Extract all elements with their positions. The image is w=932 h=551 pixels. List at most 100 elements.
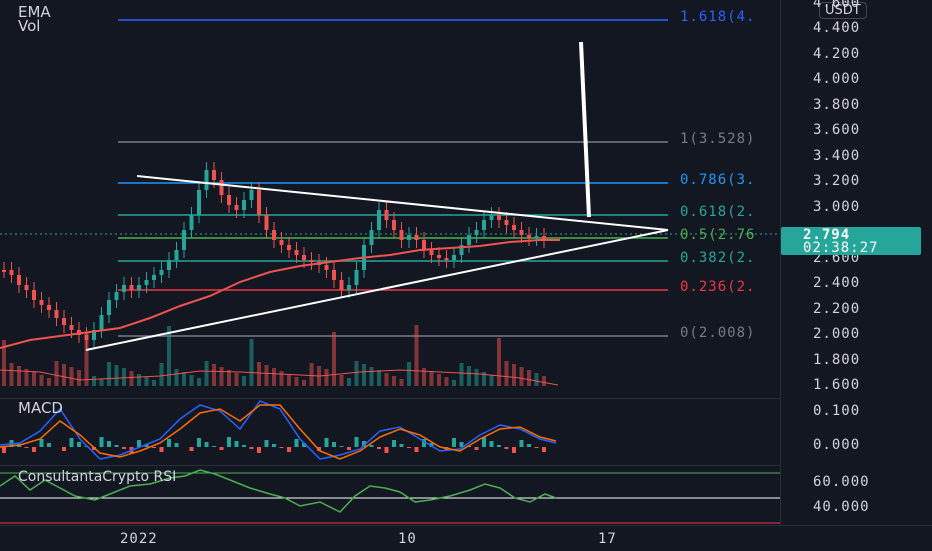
- fib-label-0.618: 0.618(2.: [680, 204, 756, 220]
- macd-histogram-bar: [257, 447, 261, 453]
- volume-indicator-label[interactable]: Vol: [18, 17, 41, 35]
- candle-body: [384, 210, 389, 220]
- candle-body: [257, 190, 261, 215]
- macd-histogram-bar: [324, 438, 329, 447]
- volume-bar: [197, 378, 201, 386]
- macd-indicator-label[interactable]: MACD: [18, 399, 63, 417]
- macd-histogram-bar: [414, 447, 419, 452]
- macd-histogram-bar: [107, 441, 111, 447]
- candle-body: [99, 315, 104, 330]
- volume-bar: [279, 371, 284, 386]
- macd-histogram-bar: [504, 447, 509, 449]
- volume-bar: [474, 369, 479, 386]
- price-tick: 1.800: [813, 352, 861, 368]
- macd-histogram-bar: [489, 441, 494, 447]
- candle-body: [534, 236, 539, 238]
- candle-body: [189, 215, 194, 230]
- macd-histogram-bar: [512, 447, 516, 453]
- currency-badge[interactable]: USDT: [819, 2, 867, 19]
- price-tick: 3.200: [813, 173, 861, 189]
- candle-body: [234, 205, 239, 210]
- macd-histogram-bar: [534, 447, 539, 448]
- macd-histogram-bar: [474, 447, 479, 450]
- fib-label-0.5: 0.5(2.76: [680, 227, 756, 243]
- candle-body: [69, 325, 74, 330]
- macd-histogram-bar: [2, 447, 6, 453]
- candle-body: [54, 310, 59, 318]
- volume-bar: [144, 377, 149, 386]
- macd-histogram-bar: [362, 441, 366, 447]
- volume-bar: [62, 364, 66, 386]
- volume-bar: [114, 365, 119, 386]
- ema-line: [0, 239, 560, 349]
- price-tick: 3.400: [813, 148, 861, 164]
- macd-histogram-bar: [137, 440, 141, 447]
- volume-bar: [122, 368, 126, 386]
- candle-body: [92, 330, 96, 340]
- volume-bar: [174, 369, 179, 386]
- candle-body: [309, 260, 314, 262]
- candle-body: [47, 305, 51, 310]
- macd-pane[interactable]: MACD: [0, 398, 780, 465]
- macd-histogram-bar: [219, 447, 224, 450]
- rsi-tick: 40.000: [813, 499, 870, 515]
- macd-histogram-bar: [399, 444, 404, 447]
- candle-body: [167, 260, 171, 270]
- volume-bar: [362, 364, 366, 386]
- candle-body: [452, 255, 456, 260]
- candle-body: [542, 236, 546, 240]
- volume-bar: [497, 338, 501, 386]
- candle-body: [152, 275, 156, 280]
- volume-bars: [2, 325, 546, 386]
- macd-histogram-bar: [392, 440, 396, 447]
- candle-body: [249, 190, 254, 200]
- rsi-pane[interactable]: ConsultantaCrypto RSI: [0, 465, 780, 526]
- volume-bar: [302, 380, 306, 386]
- candle-body: [24, 285, 29, 290]
- time-axis[interactable]: 2022 10 17: [0, 525, 932, 551]
- volume-bar: [47, 378, 51, 386]
- price-chart-pane[interactable]: EMA Vol 1.618(4. 1(3.528) 0.786(3. 0.618…: [0, 0, 780, 398]
- macd-tick: 0.000: [813, 437, 861, 453]
- volume-bar: [489, 375, 494, 386]
- candle-body: [39, 300, 44, 305]
- candle-body: [512, 225, 516, 230]
- fib-label-1: 1(3.528): [680, 131, 756, 147]
- volume-bar: [227, 370, 231, 386]
- time-tick: 2022: [120, 531, 158, 547]
- candle-body: [144, 280, 149, 285]
- volume-bar: [504, 361, 509, 386]
- macd-histogram-bar: [459, 442, 464, 447]
- macd-histogram-bar: [354, 437, 359, 447]
- volume-bar: [159, 363, 164, 386]
- volume-bar: [444, 377, 449, 386]
- price-axis[interactable]: USDT 4.600 4.400 4.200 4.000 3.800 3.600…: [780, 0, 932, 525]
- price-chart-svg: [0, 19, 780, 386]
- macd-histogram-bar: [77, 442, 81, 447]
- macd-histogram-bar: [62, 447, 66, 451]
- projection-line[interactable]: [579, 41, 591, 218]
- macd-tick: 0.100: [813, 403, 861, 419]
- triangle-lower-trendline[interactable]: [85, 229, 669, 351]
- macd-histogram-bar: [204, 442, 209, 447]
- candle-body: [272, 230, 276, 240]
- candlesticks: [2, 162, 546, 348]
- macd-histogram-bar: [47, 443, 51, 447]
- volume-ma-line: [0, 369, 559, 386]
- triangle-upper-trendline[interactable]: [136, 175, 669, 231]
- volume-bar: [272, 368, 276, 386]
- candle-countdown: 02:38:27: [803, 240, 879, 256]
- macd-svg: [0, 400, 557, 460]
- macd-histogram-bar: [377, 447, 381, 449]
- price-tick: 3.800: [813, 97, 861, 113]
- volume-bar: [422, 368, 426, 386]
- macd-histogram-bar: [32, 447, 36, 452]
- rsi-indicator-label[interactable]: ConsultantaCrypto RSI: [18, 469, 177, 485]
- volume-bar: [452, 380, 456, 386]
- macd-histogram-bar: [227, 437, 231, 447]
- macd-histogram-bar: [279, 447, 284, 448]
- ema-indicator-label[interactable]: EMA: [18, 3, 51, 21]
- volume-bar: [264, 365, 269, 386]
- candle-body: [332, 270, 336, 280]
- rsi-line: [0, 469, 557, 513]
